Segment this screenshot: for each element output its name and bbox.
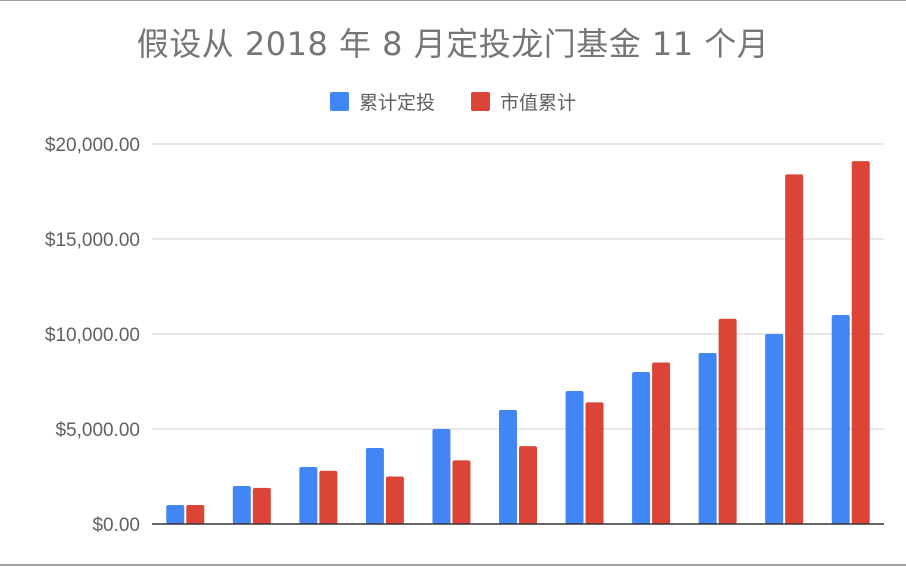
bar-cumulative-invest — [499, 410, 517, 524]
bar-market-value — [718, 318, 737, 524]
bar-market-value — [519, 446, 537, 524]
legend-swatch-red — [471, 91, 490, 111]
bar-cumulative-invest — [565, 391, 584, 524]
bar-market-value — [851, 161, 870, 524]
y-tick-label: $0.00 — [92, 515, 140, 536]
legend-item-cumulative-invest: 累计定投 — [329, 88, 435, 115]
bar-cumulative-invest — [831, 315, 850, 524]
bar-market-value — [385, 476, 404, 524]
y-tick-label: $15,000.00 — [45, 230, 140, 251]
chart-title: 假设从 2018 年 8 月定投龙门基金 11 个月 — [136, 25, 770, 63]
bar-cumulative-invest — [232, 486, 251, 524]
bar-market-value — [652, 362, 671, 524]
legend-label: 市值累计 — [500, 91, 577, 114]
legend-swatch-blue — [329, 91, 349, 111]
bar-cumulative-invest — [299, 467, 318, 524]
bar-market-value — [452, 460, 471, 524]
bar-market-value — [186, 505, 205, 524]
bar-market-value — [785, 174, 804, 524]
bar-market-value — [319, 470, 338, 524]
chart-legend: 累计定投 市值累计 — [0, 88, 906, 115]
bar-cumulative-invest — [632, 372, 651, 524]
bar-market-value — [252, 487, 271, 524]
legend-label: 累计定投 — [358, 91, 435, 114]
bar-cumulative-invest — [765, 334, 784, 524]
bar-cumulative-invest — [166, 505, 185, 524]
legend-item-market-value: 市值累计 — [471, 88, 576, 115]
bar-cumulative-invest — [432, 429, 451, 524]
y-tick-label: $10,000.00 — [45, 325, 140, 346]
bar-market-value — [585, 402, 604, 524]
bar-cumulative-invest — [365, 448, 384, 524]
bar-cumulative-invest — [698, 353, 717, 524]
y-tick-label: $5,000.00 — [55, 420, 140, 441]
y-tick-label: $20,000.00 — [45, 135, 140, 156]
